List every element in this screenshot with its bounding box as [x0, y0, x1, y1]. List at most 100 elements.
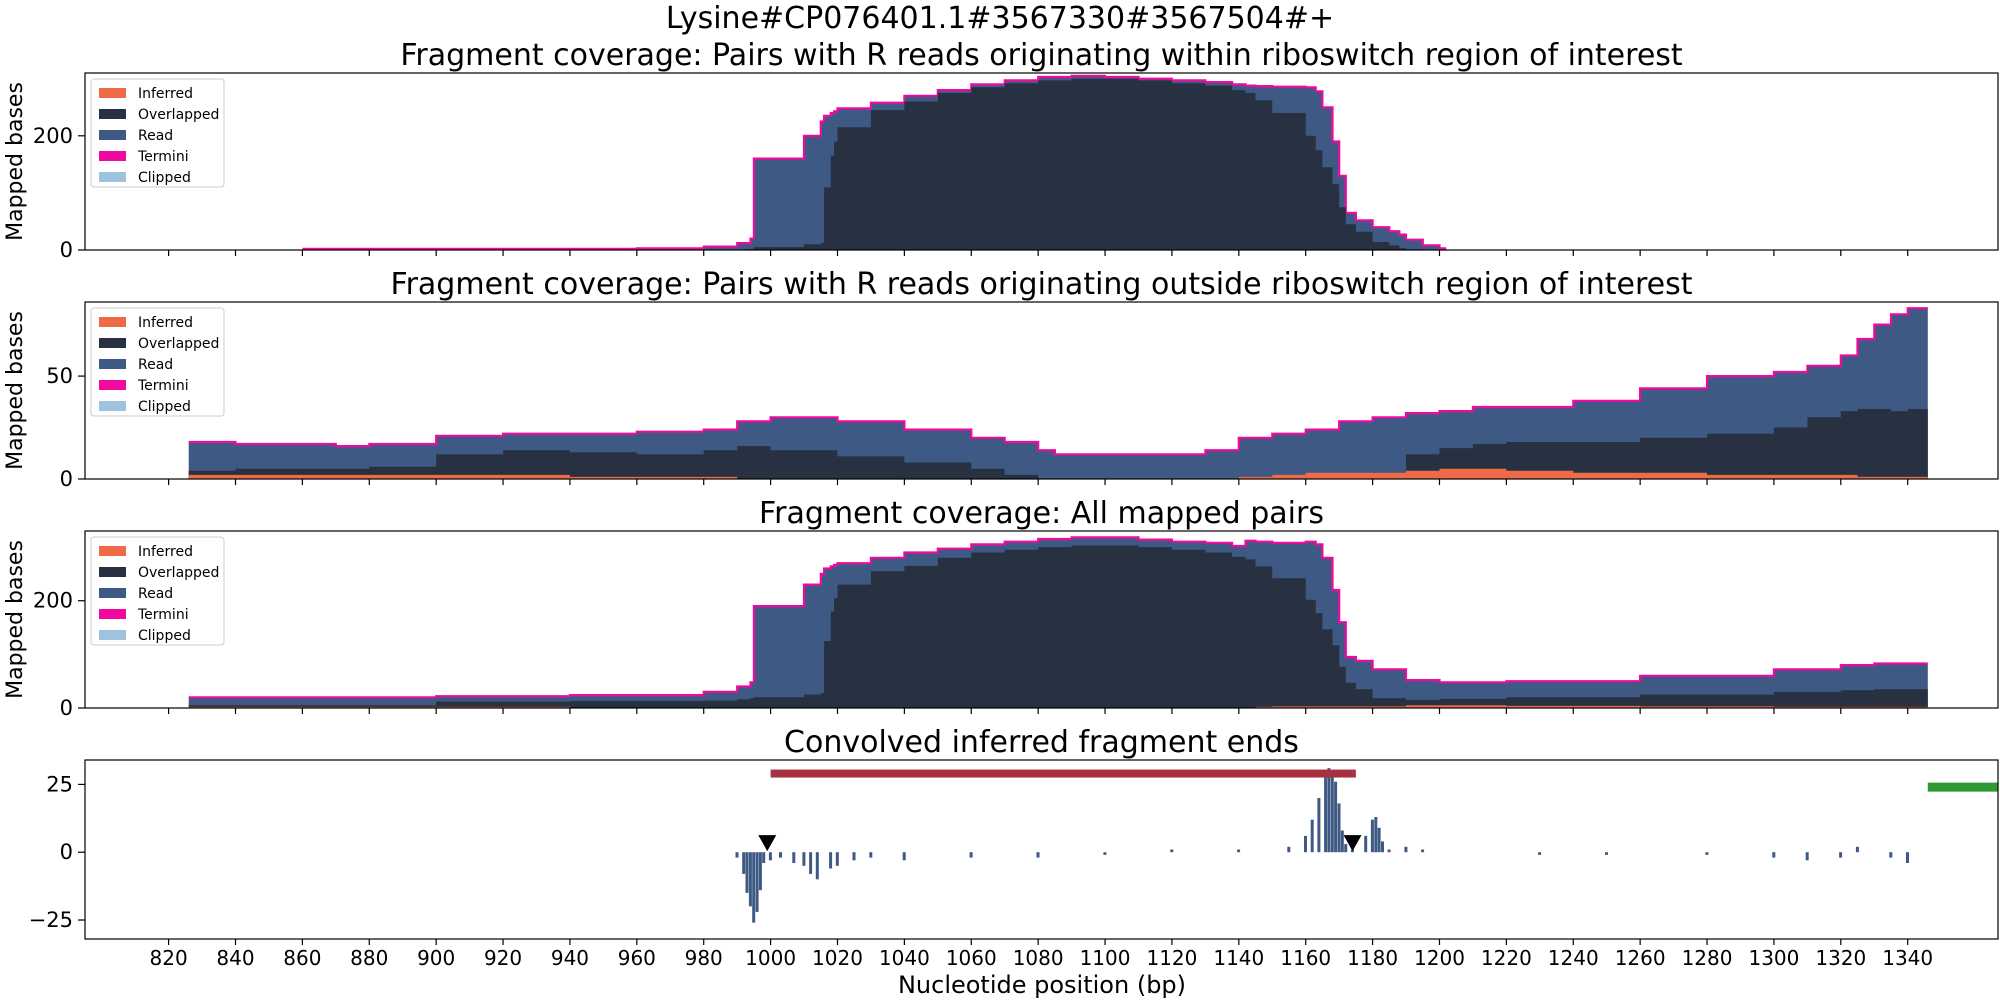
signal-bar — [1377, 827, 1381, 853]
x-axis-label: Nucleotide position (bp) — [898, 971, 1186, 999]
x-tick-label: 1100 — [1080, 946, 1131, 970]
panel-title: Convolved inferred fragment ends — [784, 725, 1299, 760]
y-axis-label: Mapped bases — [3, 540, 28, 699]
series-overlapped-area — [188, 545, 1928, 708]
legend-swatch-inferred — [99, 317, 126, 327]
panel-title: Fragment coverage: Pairs with R reads or… — [400, 38, 1683, 73]
signal-bar — [735, 852, 739, 858]
axes-frame — [84, 759, 1999, 940]
signal-bar — [1327, 768, 1331, 853]
legend-swatch-read — [99, 588, 126, 598]
axes-frame — [84, 301, 1999, 480]
signal-bar — [752, 852, 756, 923]
signal-bar — [1324, 776, 1328, 853]
axes-frame — [84, 530, 1999, 709]
legend-entry-read: Read — [138, 128, 173, 144]
position-marker — [758, 835, 777, 852]
signal-bar — [1350, 849, 1354, 853]
x-tick-label: 920 — [484, 946, 522, 970]
legend-swatch-clipped — [99, 401, 126, 411]
signal-bar — [779, 852, 782, 858]
legend-swatch-read — [99, 130, 126, 140]
x-tick-label: 1280 — [1682, 946, 1733, 970]
signal-bar — [755, 852, 759, 912]
x-tick-label: 940 — [551, 946, 589, 970]
legend-swatch-read — [99, 359, 126, 369]
panel-title: Fragment coverage: All mapped pairs — [759, 496, 1324, 531]
signal-bar — [1839, 852, 1843, 858]
x-tick-label: 1200 — [1414, 946, 1465, 970]
signal-bar — [1170, 849, 1174, 853]
legend-entry-termini: Termini — [137, 607, 189, 623]
legend-entry-inferred: Inferred — [138, 315, 193, 331]
x-tick-label: 820 — [150, 946, 188, 970]
x-tick-label: 980 — [685, 946, 723, 970]
signal-bar — [1906, 852, 1909, 863]
y-tick-label: 0 — [60, 467, 73, 491]
x-tick-label: 880 — [350, 946, 388, 970]
series-overlapped-area — [302, 78, 1447, 250]
legend-swatch-termini — [99, 380, 126, 390]
x-tick-label: 1300 — [1748, 946, 1799, 970]
panel-1: Fragment coverage: Pairs with R reads or… — [3, 38, 1999, 262]
panel-4: Convolved inferred fragment ends 820 840 86… — [29, 725, 1999, 970]
series-inferred-area — [188, 468, 1928, 479]
signal-bar — [1370, 819, 1374, 853]
position-marker — [1343, 835, 1362, 852]
series-inferred-area — [188, 705, 1928, 708]
signal-bar — [1317, 798, 1321, 853]
signal-bar — [969, 852, 973, 858]
x-tick-label: 1140 — [1213, 946, 1264, 970]
x-tick-label: 1240 — [1548, 946, 1599, 970]
series-termini-edge — [188, 307, 1928, 456]
y-tick-label: 50 — [46, 364, 73, 388]
y-tick-label: 0 — [60, 696, 73, 720]
signal-bar — [809, 852, 813, 874]
legend-entry-inferred: Inferred — [138, 544, 193, 560]
legend: Inferred Overlapped Read Termini Clipped — [90, 307, 225, 417]
x-tick-label: 900 — [417, 946, 455, 970]
signal-bar — [802, 852, 806, 866]
legend: Inferred Overlapped Read Termini Clipped — [90, 536, 225, 646]
signal-bar — [1374, 817, 1378, 853]
y-axis-label: Mapped bases — [3, 311, 28, 470]
x-tick-label: 1320 — [1815, 946, 1866, 970]
legend: Inferred Overlapped Read Termini Clipped — [90, 78, 225, 188]
legend-swatch-overlapped — [99, 567, 126, 577]
legend-swatch-clipped — [99, 172, 126, 182]
signal-bar — [1772, 852, 1776, 858]
panel-3: Fragment coverage: All mapped pairs Infer… — [3, 496, 1999, 720]
signal-bar — [762, 852, 766, 863]
signal-bar — [869, 852, 873, 858]
legend-entry-termini: Termini — [137, 378, 189, 394]
series-termini-edge — [188, 536, 1928, 699]
series-overlapped-area — [188, 409, 1928, 479]
legend-swatch-overlapped — [99, 338, 126, 348]
signal-bar — [902, 852, 906, 861]
legend-swatch-inferred — [99, 88, 126, 98]
x-tick-label: 1000 — [745, 946, 796, 970]
signal-bar — [742, 852, 746, 874]
x-tick-label: 960 — [618, 946, 656, 970]
signal-bar — [1036, 852, 1040, 858]
chart-panels: Fragment coverage: Pairs with R reads or… — [3, 38, 1999, 970]
legend-entry-read: Read — [138, 586, 173, 602]
legend-entry-overlapped: Overlapped — [138, 336, 219, 352]
signal-bar — [1334, 781, 1338, 853]
legend-entry-overlapped: Overlapped — [138, 107, 219, 123]
y-tick-label: 25 — [46, 772, 73, 796]
signal-bar — [829, 852, 833, 869]
legend-entry-clipped: Clipped — [138, 628, 191, 644]
signal-bar — [1310, 819, 1314, 853]
signal-bar — [1344, 844, 1348, 853]
riboswitch-region-bar — [770, 769, 1356, 778]
legend-swatch-termini — [99, 609, 126, 619]
signal-bar — [1889, 852, 1893, 858]
legend-entry-clipped: Clipped — [138, 399, 191, 415]
y-tick-label: −25 — [29, 908, 73, 932]
panel-2: Fragment coverage: Pairs with R reads or… — [3, 267, 1999, 491]
x-tick-label: 1040 — [879, 946, 930, 970]
x-tick-label: 1080 — [1013, 946, 1064, 970]
signal-bar — [1805, 852, 1809, 861]
signal-bar — [758, 852, 762, 891]
